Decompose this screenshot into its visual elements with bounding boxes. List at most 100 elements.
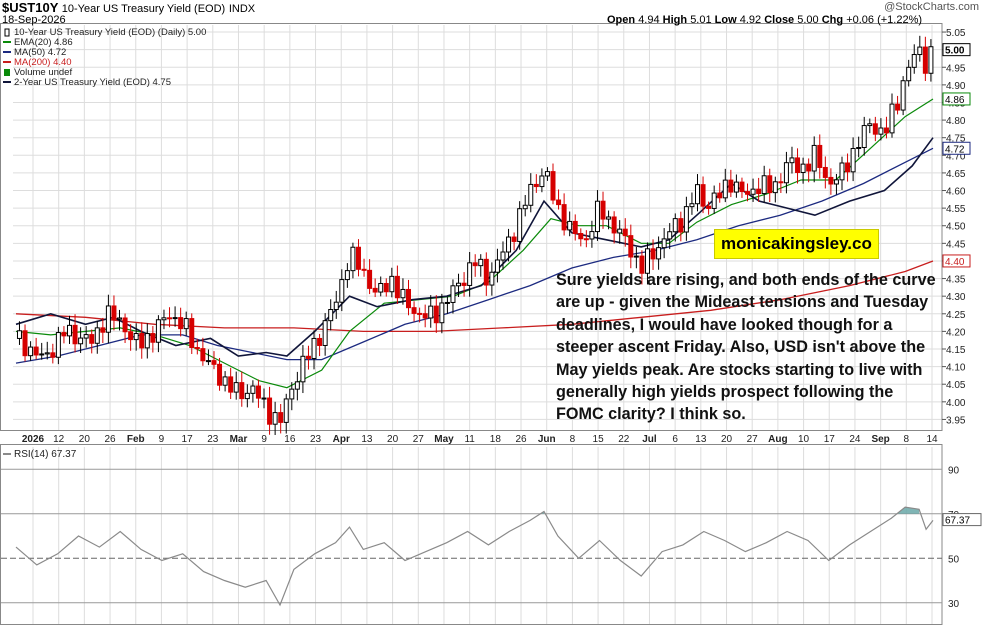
candle-up <box>439 302 445 324</box>
candle-up <box>444 301 450 304</box>
x-tick-label: 15 <box>593 434 605 445</box>
price-y-tick-label: 4.75 <box>946 134 966 145</box>
candle-down <box>511 236 517 242</box>
candle-up <box>694 184 700 205</box>
candle-up <box>233 382 239 393</box>
candle-up <box>522 204 528 210</box>
candle-down <box>394 275 400 299</box>
candle-up <box>689 203 695 208</box>
price-y-tick-label: 4.65 <box>946 169 966 180</box>
last-value-label: 4.40 <box>945 257 965 268</box>
watermark-badge: monicakingsley.co <box>714 229 879 259</box>
candle-up <box>250 385 256 394</box>
price-y-tick-label: 4.95 <box>946 63 966 74</box>
x-tick-label: 14 <box>926 434 938 445</box>
candle-down <box>122 317 128 333</box>
candle-down <box>828 176 834 185</box>
candle-up <box>66 324 72 337</box>
x-tick-label: 17 <box>182 434 194 445</box>
candle-down <box>483 258 489 286</box>
candle-down <box>461 282 467 286</box>
candle-up <box>467 262 473 286</box>
candle-up <box>750 188 756 195</box>
candle-down <box>100 327 106 333</box>
x-tick-label: Mar <box>230 434 248 445</box>
candle-down <box>33 346 39 356</box>
candle-down <box>200 348 206 362</box>
candle-up <box>761 175 767 195</box>
candle-up <box>900 80 906 111</box>
candle-down <box>756 188 762 195</box>
candle-up <box>783 162 789 184</box>
candle-up <box>78 337 84 345</box>
x-tick-label: 26 <box>515 434 527 445</box>
high-value: 5.01 <box>690 14 712 26</box>
candle-up <box>644 248 650 274</box>
candle-down <box>650 248 656 260</box>
x-tick-label: Jul <box>642 434 657 445</box>
candle-down <box>361 268 367 271</box>
candle-down <box>355 246 361 270</box>
rsi-y-tick-label: 50 <box>948 554 960 565</box>
price-y-tick-label: 4.45 <box>946 239 966 250</box>
candle-down <box>639 255 645 274</box>
symbol-description: 10-Year US Treasury Yield (EOD) <box>61 3 226 15</box>
candle-up <box>144 333 150 349</box>
x-tick-label: 13 <box>361 434 373 445</box>
candle-up <box>506 236 512 253</box>
candle-down <box>383 282 389 293</box>
close-label: Close <box>764 14 795 26</box>
low-value: 4.92 <box>739 14 762 26</box>
candle-up <box>500 251 506 261</box>
last-value-box <box>942 92 971 106</box>
candle-up <box>328 309 334 322</box>
candle-down <box>167 317 173 320</box>
price-y-tick-label: 4.00 <box>946 398 966 409</box>
candle-up <box>617 228 623 234</box>
x-tick-label: 23 <box>310 434 322 445</box>
candle-up <box>906 66 912 82</box>
low-label: Low <box>714 14 737 26</box>
x-tick-label: 20 <box>387 434 399 445</box>
candle-up <box>400 288 406 299</box>
legend-entry: 2-Year US Treasury Yield (EOD) 4.75 <box>14 77 171 88</box>
legend-candle-swatch <box>4 28 10 37</box>
candle-up <box>672 218 678 233</box>
candle-up <box>928 46 934 74</box>
candle-up <box>311 337 317 359</box>
candle-up <box>594 200 600 233</box>
candle-down <box>600 200 606 220</box>
candle-down <box>305 355 311 359</box>
candle-up <box>661 238 667 249</box>
price-y-tick-label: 4.05 <box>946 380 966 391</box>
legend-entry: MA(50) 4.72 <box>14 47 66 58</box>
candle-down <box>806 163 812 172</box>
candle-up <box>105 305 111 333</box>
price-y-tick-label: 5.05 <box>946 28 966 39</box>
x-tick-label: Feb <box>127 434 145 445</box>
candle-up <box>55 332 61 358</box>
price-legend: 10-Year US Treasury Yield (EOD) (Daily) … <box>3 27 206 88</box>
candle-up <box>528 183 534 206</box>
candle-down <box>611 216 617 234</box>
candle-up <box>711 192 717 209</box>
two-year-yield-line-group <box>15 137 934 357</box>
price-y-tick-label: 4.10 <box>946 363 966 374</box>
candle-up <box>261 397 267 400</box>
x-tick-label: 10 <box>798 434 810 445</box>
x-tick-label: 20 <box>721 434 733 445</box>
x-tick-label: 8 <box>570 434 576 445</box>
price-y-tick-label: 3.95 <box>946 415 966 426</box>
x-tick-label: 17 <box>824 434 836 445</box>
symbol-title: $UST10Y 10-Year US Treasury Yield (EOD) … <box>2 0 255 15</box>
candles-group <box>16 35 934 436</box>
candle-up <box>589 231 595 240</box>
price-panel-border <box>0 23 943 431</box>
candle-up <box>911 54 917 68</box>
last-value-label: 4.86 <box>945 95 965 106</box>
candle-down <box>872 123 878 135</box>
candle-up <box>389 275 395 293</box>
candle-up <box>861 125 867 149</box>
candle-down <box>717 192 723 199</box>
candle-up <box>117 317 123 320</box>
